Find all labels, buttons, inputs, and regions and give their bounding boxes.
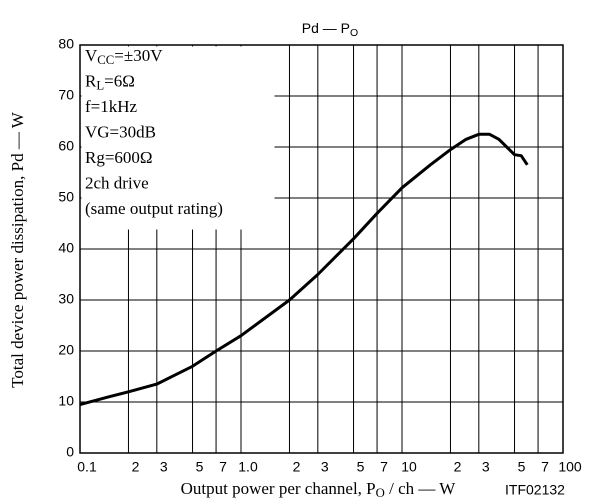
x-tick-label: 100 <box>558 459 582 475</box>
x-tick-label: 2 <box>454 459 462 475</box>
x-tick-label: 10 <box>401 459 417 475</box>
x-tick-label: 5 <box>518 459 526 475</box>
annotation-part: CC <box>97 53 114 67</box>
annotation: Rg=600Ω <box>85 148 153 167</box>
annotation: f=1kHz <box>85 97 138 116</box>
annotation-part: L <box>96 78 104 92</box>
x-axis-label-part: O <box>376 486 385 499</box>
annotation-part: f=1kHz <box>85 97 138 116</box>
x-tick-label: 2 <box>132 459 140 475</box>
x-tick-label: 5 <box>196 459 204 475</box>
annotation-part: 2ch drive <box>85 173 149 192</box>
annotation: (same output rating) <box>85 199 223 218</box>
y-tick-label: 20 <box>58 342 74 358</box>
x-tick-label: 1.0 <box>238 459 258 475</box>
x-axis-label-part: Output power per channel, P <box>181 479 376 498</box>
annotation-part: R <box>85 71 97 90</box>
annotation-part: V <box>85 46 98 65</box>
y-tick-label: 60 <box>58 138 74 154</box>
y-tick-label: 0 <box>66 444 74 460</box>
data-line <box>79 132 529 407</box>
y-tick-label: 30 <box>58 291 74 307</box>
chart-title-part: Pd — P <box>302 20 350 36</box>
y-tick-label: 80 <box>58 36 74 52</box>
annotation-part: (same output rating) <box>85 199 223 218</box>
annotation-part: Rg=600Ω <box>85 148 153 167</box>
x-tick-label: 3 <box>160 459 168 475</box>
x-axis-label-part: / ch — W <box>385 479 456 498</box>
annotation-box <box>81 46 275 230</box>
y-tick-label: 40 <box>58 240 74 256</box>
x-tick-label: 2 <box>293 459 301 475</box>
y-tick-label: 10 <box>58 393 74 409</box>
x-tick-label: 7 <box>380 459 388 475</box>
plot-frame <box>79 44 564 454</box>
annotation-part: =±30V <box>114 46 163 65</box>
x-tick-label: 7 <box>219 459 227 475</box>
y-axis-label: Total device power dissipation, Pd — W <box>8 111 27 388</box>
figure-code: ITF02132 <box>505 482 565 498</box>
annotation: RL=6Ω <box>85 71 135 92</box>
x-tick-label: 7 <box>541 459 549 475</box>
x-tick-label: 5 <box>357 459 365 475</box>
x-axis-label: Output power per channel, PO / ch — W <box>181 479 457 499</box>
annotation-part: VG=30dB <box>85 122 156 141</box>
annotation: VCC=±30V <box>85 46 163 67</box>
y-tick-label: 70 <box>58 87 74 103</box>
x-tick-label: 3 <box>482 459 490 475</box>
annotation-part: =6Ω <box>104 71 135 90</box>
chart-title-part: O <box>350 27 358 39</box>
y-tick-label: 50 <box>58 189 74 205</box>
x-tick-label: 0.1 <box>77 459 97 475</box>
annotation: VG=30dB <box>85 122 156 141</box>
x-tick-label: 3 <box>321 459 329 475</box>
annotation: 2ch drive <box>85 173 149 192</box>
chart-title: Pd — PO <box>302 20 358 39</box>
